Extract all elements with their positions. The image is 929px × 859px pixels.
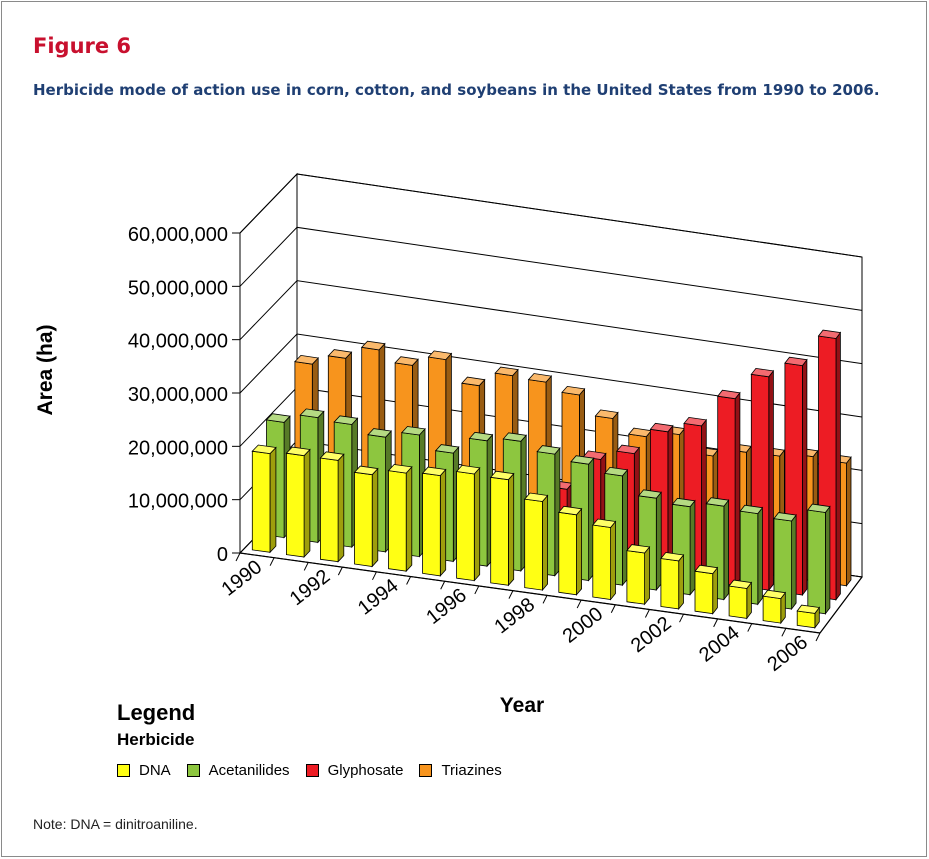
x-tick [815, 632, 821, 642]
x-tick [372, 571, 377, 581]
bar-acetanilides-2003 [705, 497, 730, 601]
x-tick-label: 1994 [354, 575, 403, 620]
legend-swatch [117, 764, 130, 777]
x-tick-label: 2006 [763, 631, 812, 676]
x-tick [679, 613, 684, 623]
x-tick-label: 2004 [695, 622, 744, 667]
legend-subtitle: Herbicide [117, 730, 195, 749]
chart-legend: DNA Acetanilides Glyphosate Triazines [117, 762, 518, 779]
legend-item-acetanilides: Acetanilides [186, 762, 290, 779]
bar-dna-1997 [489, 470, 515, 587]
x-tick [337, 566, 343, 576]
gridline [239, 280, 863, 365]
x-tick [610, 604, 616, 613]
x-tick [542, 595, 548, 604]
x-tick [474, 585, 480, 595]
y-tick-labels: 0 10,000,000 20,000,000 30,000,000 40,000,00… [128, 224, 228, 566]
bar-dna-2005 [762, 589, 787, 625]
bar-dna-2002 [660, 552, 685, 611]
bar-dna-1998 [523, 492, 549, 592]
legend-label: Acetanilides [208, 762, 290, 779]
x-tick [747, 623, 753, 632]
bar-dna-2000 [592, 518, 617, 601]
legend-label: DNA [139, 762, 171, 779]
y-tick-label: 10,000,000 [128, 491, 228, 513]
bar-dna-2001 [626, 544, 651, 606]
chart-axes [232, 232, 863, 642]
bar-dna-1991 [285, 446, 311, 559]
legend-swatch [186, 764, 200, 777]
bar-dna-2006 [796, 604, 821, 630]
legend-label: Glyphosate [327, 762, 404, 779]
bar-acetanilides-2006 [807, 503, 831, 615]
x-tick [269, 557, 275, 566]
figure-label: Figure 6 [33, 34, 132, 58]
x-tick [713, 618, 719, 628]
gridline [239, 173, 863, 258]
y-axis-title: Area (ha) [34, 324, 57, 415]
x-tick [235, 552, 241, 562]
legend-item-dna: DNA [117, 762, 171, 779]
gridline [239, 226, 863, 311]
x-axis-line [239, 552, 821, 634]
y-tick-label: 60,000,000 [128, 224, 228, 246]
legend-swatch [419, 764, 433, 777]
bar-dna-2004 [728, 579, 753, 620]
legend-title: Legend [117, 700, 196, 725]
y-tick-label: 0 [217, 544, 228, 566]
x-tick-label: 1992 [286, 565, 335, 610]
x-tick-label: 1998 [490, 594, 539, 639]
bar-dna-1992 [319, 451, 345, 563]
floor-right-edge [819, 576, 863, 634]
x-tick [440, 581, 446, 590]
x-tick [576, 599, 582, 609]
y-tick-label: 50,000,000 [128, 277, 228, 299]
gridline [239, 333, 863, 418]
legend-label: Triazines [441, 762, 502, 779]
x-tick [508, 590, 514, 599]
x-axis-title: Year [500, 694, 544, 717]
footnote: Note: DNA = dinitroaniline. [33, 816, 198, 832]
bar-acetanilides-2004 [739, 504, 764, 606]
bar-dna-1990 [251, 444, 277, 554]
y-tick-label: 20,000,000 [128, 437, 228, 459]
figure-caption: Herbicide mode of action use in corn, co… [33, 81, 880, 99]
bar-dna-1993 [353, 465, 379, 568]
bar-acetanilides-2005 [773, 512, 797, 611]
legend-swatch [305, 764, 319, 777]
bar-dna-1996 [455, 464, 481, 582]
bar-dna-1994 [387, 464, 413, 573]
legend-item-triazines: Triazines [419, 762, 502, 779]
x-tick [303, 562, 309, 571]
y-tick-label: 30,000,000 [128, 384, 228, 406]
x-tick [781, 628, 787, 637]
x-tick-label: 1996 [422, 584, 471, 629]
bar-dna-1995 [421, 466, 447, 577]
x-tick-label: 2000 [559, 603, 608, 648]
bar-dna-1999 [558, 505, 583, 596]
x-tick-label: 2002 [627, 612, 676, 657]
x-tick [644, 609, 650, 618]
chart-bars [251, 329, 852, 630]
y-tick-label: 40,000,000 [128, 331, 228, 353]
x-tick [406, 576, 412, 585]
legend-item-glyphosate: Glyphosate [305, 762, 404, 779]
bar-dna-2003 [694, 564, 719, 615]
